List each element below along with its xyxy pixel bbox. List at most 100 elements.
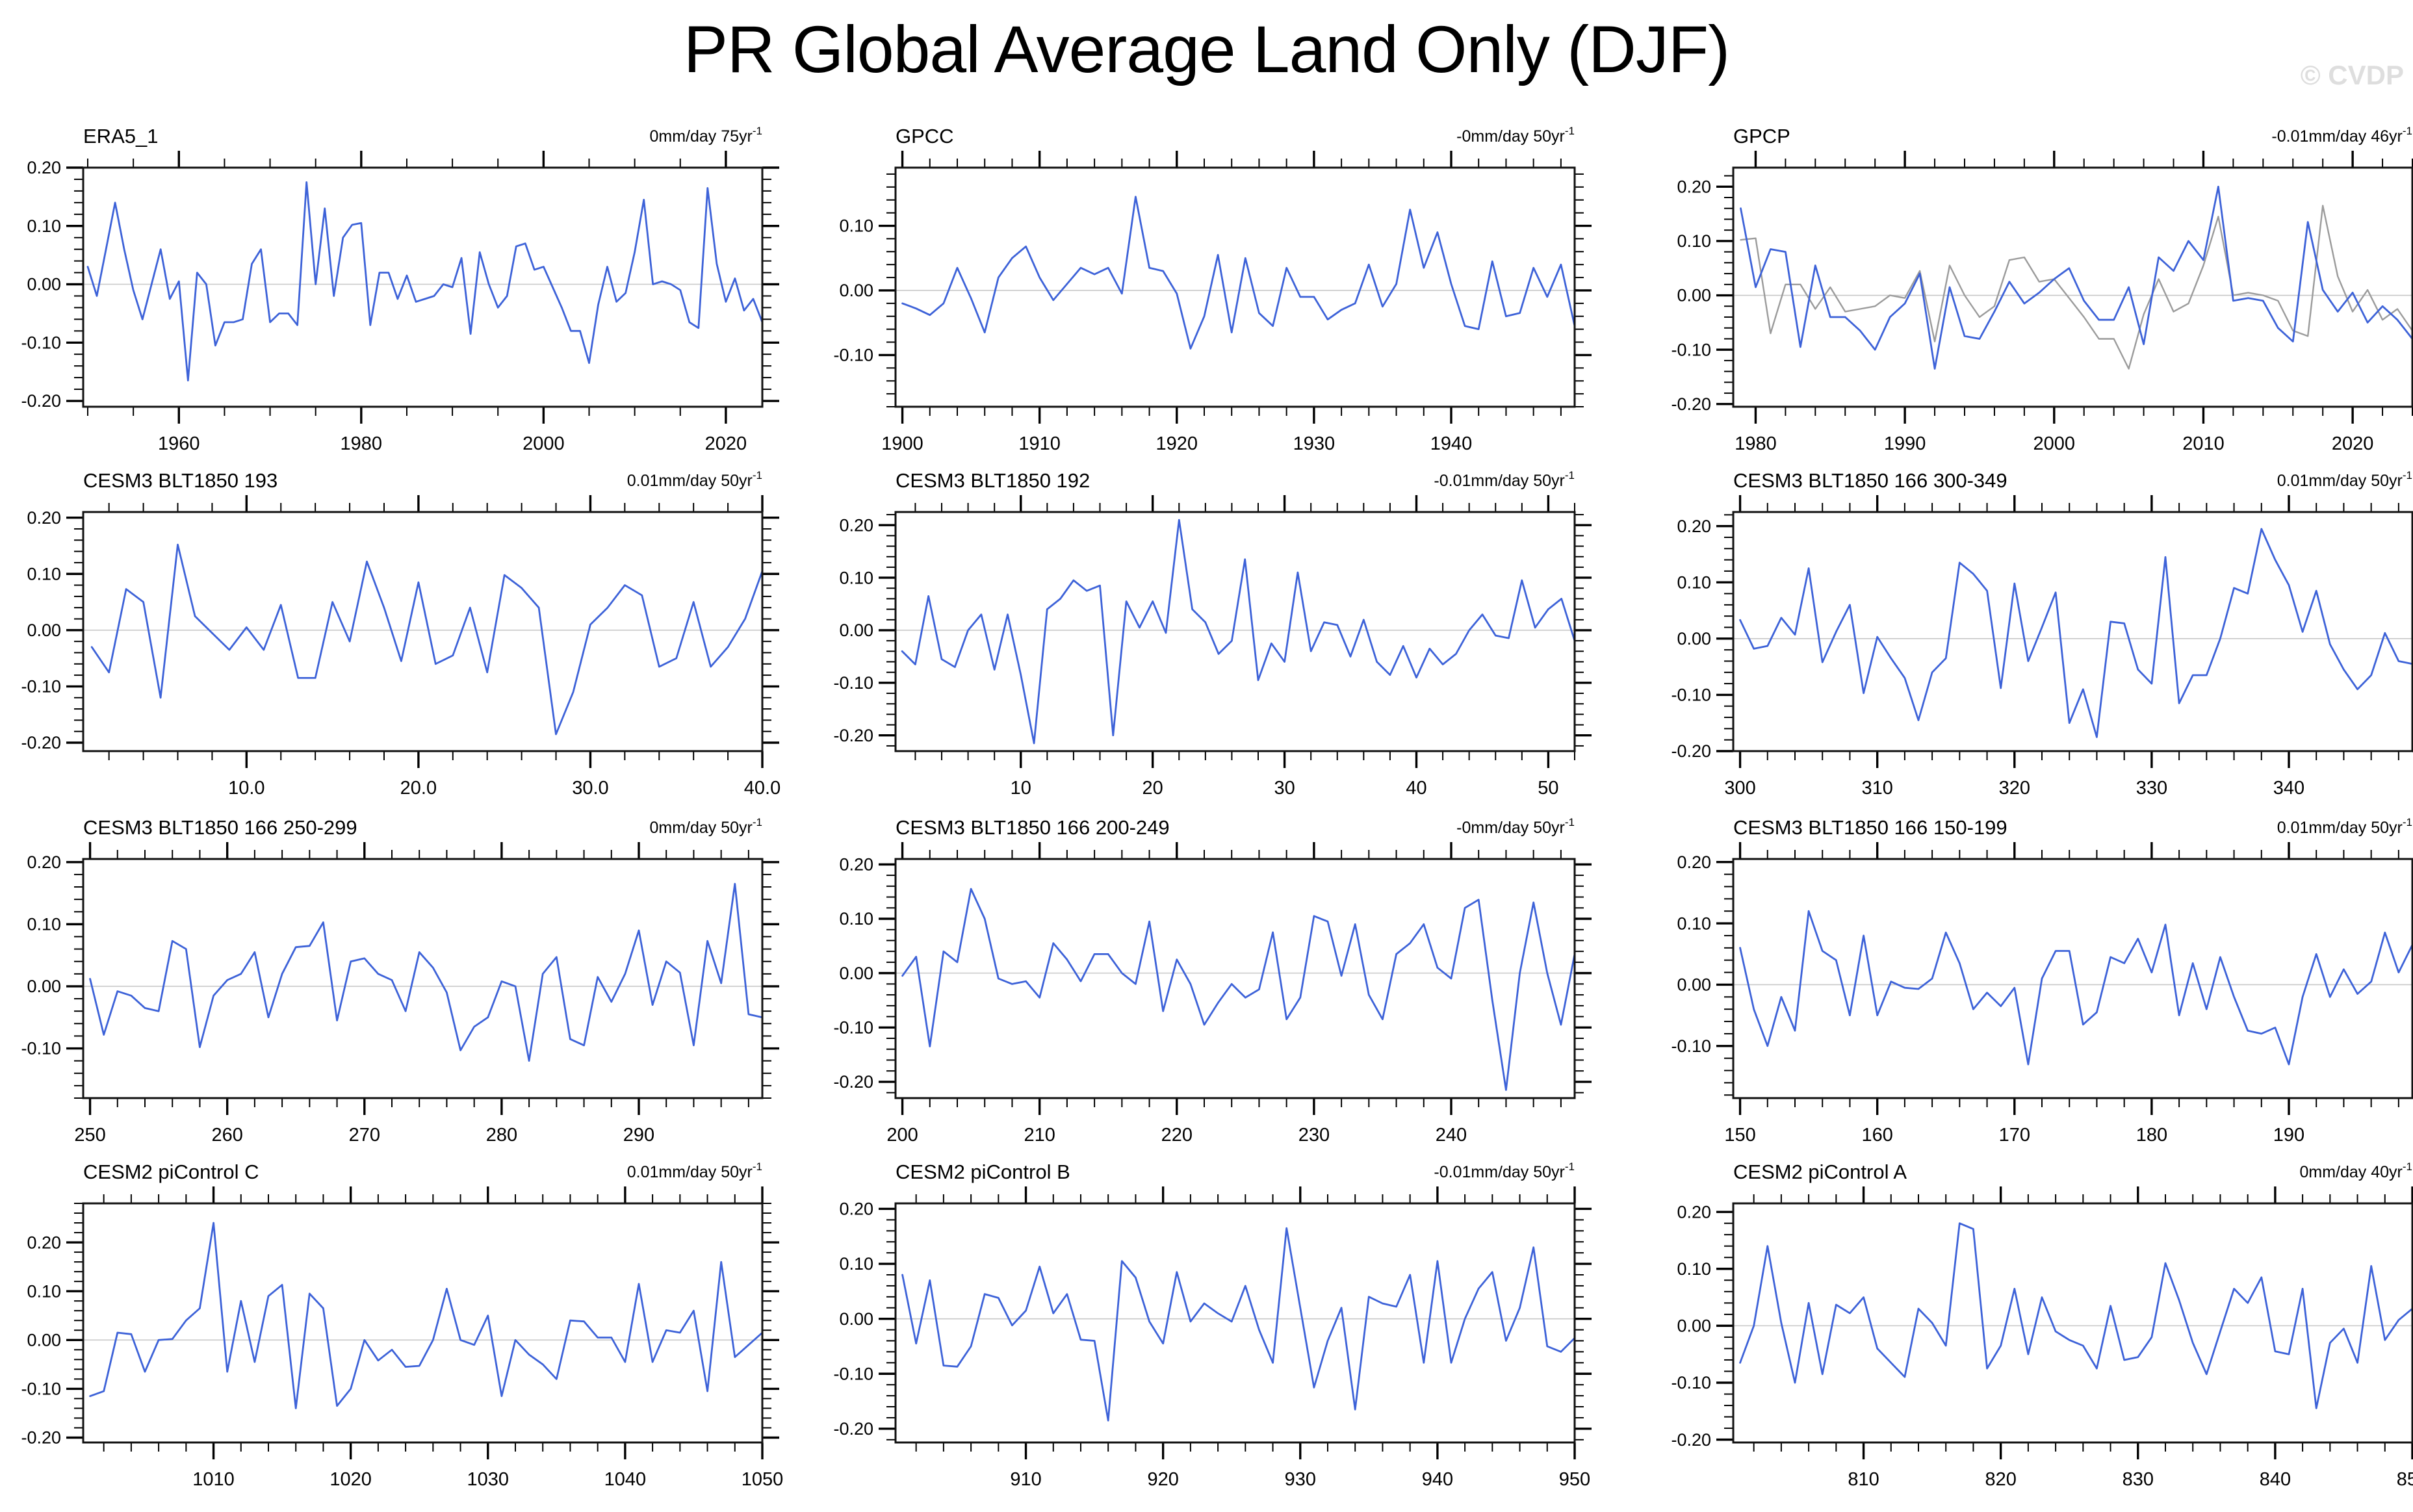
panel-title: CESM3 BLT1850 166 300-349	[1733, 469, 2007, 492]
panel-title: ERA5_1	[83, 125, 158, 147]
x-tick-label: 2000	[523, 433, 565, 454]
trend-label: -0.01mm/day 46yr-1	[2271, 125, 2412, 146]
series-line-0	[89, 882, 764, 1062]
y-tick-label: -0.20	[1671, 394, 1711, 414]
y-tick-label: 0.10	[27, 1281, 61, 1301]
y-tick-label: -0.20	[833, 1072, 873, 1092]
series-line-0	[1740, 205, 2413, 370]
series-line-0	[1739, 910, 2413, 1066]
y-axis-ticks: 0.20 0.10 0.00 -0.10 -0.20	[1671, 514, 2413, 761]
x-tick-label: 1940	[1430, 433, 1473, 454]
y-tick-label: 0.10	[27, 216, 61, 236]
panel-era5-1: ERA5_1 0mm/day 75yr-1 0.20 0.10 0.00 -0.10 -0.…	[0, 122, 809, 476]
x-tick-label: 910	[1010, 1469, 1041, 1490]
x-tick-label: 1040	[604, 1469, 647, 1490]
y-tick-label: 0.10	[839, 909, 873, 929]
y-tick-label: -0.10	[21, 333, 61, 352]
panel-cesm3-blt1850-166-250-299: CESM3 BLT1850 166 250-299 0mm/day 50yr-1 0…	[0, 814, 809, 1168]
y-tick-label: -0.20	[1671, 1430, 1711, 1450]
trend-label: 0mm/day 75yr-1	[649, 125, 762, 146]
x-tick-label: 820	[1985, 1469, 2016, 1490]
x-axis-ticks: 910 920 930 940 950	[915, 1186, 1590, 1490]
series-line-0	[90, 543, 764, 736]
x-axis-ticks: 300 310 320 330 340	[1724, 495, 2399, 799]
panel-cesm3-blt1850-166-300-349: CESM3 BLT1850 166 300-349 0.01mm/day 50yr…	[1650, 467, 2413, 821]
y-tick-label: -0.10	[1671, 1373, 1711, 1392]
series-line-0	[901, 519, 1576, 745]
trend-label: 0.01mm/day 50yr-1	[627, 469, 762, 490]
x-axis-ticks: 150 160 170 180 190	[1724, 842, 2399, 1146]
x-axis-ticks: 10.0 20.0 30.0 40.0	[108, 495, 781, 799]
x-tick-label: 1930	[1293, 433, 1336, 454]
y-tick-label: -0.10	[21, 1379, 61, 1399]
panel-cesm3-blt1850-166-200-249: CESM3 BLT1850 166 200-249 -0mm/day 50yr-1…	[812, 814, 1621, 1168]
y-tick-label: -0.20	[833, 1419, 873, 1439]
panel-title: GPCC	[896, 125, 954, 147]
x-tick-label: 340	[2273, 778, 2304, 799]
page-title: PR Global Average Land Only (DJF)	[683, 12, 1730, 86]
timeseries-plot-cesm2-picontrol-b: CESM2 piControl B -0.01mm/day 50yr-10.200…	[833, 1160, 1592, 1490]
x-tick-label: 20	[1142, 778, 1163, 799]
x-tick-label: 2020	[705, 433, 747, 454]
x-tick-label: 310	[1861, 778, 1892, 799]
y-tick-label: -0.20	[1671, 741, 1711, 761]
y-tick-label: 0.10	[1677, 914, 1711, 933]
y-tick-label: 0.10	[1677, 572, 1711, 592]
trend-label: 0mm/day 50yr-1	[649, 816, 762, 837]
y-axis-ticks: 0.20 0.10 0.00 -0.10 -0.20	[21, 158, 779, 411]
y-tick-label: 0.00	[1677, 1316, 1711, 1336]
y-tick-label: 0.10	[839, 568, 873, 587]
y-tick-label: -0.10	[833, 1364, 873, 1383]
plot-frame	[894, 858, 1576, 1099]
x-tick-label: 20.0	[400, 778, 437, 799]
x-axis-ticks: 1960 1980 2000 2020	[87, 151, 747, 454]
x-tick-label: 2020	[2332, 433, 2374, 454]
y-tick-label: -0.20	[21, 733, 61, 752]
y-tick-label: 0.00	[839, 621, 873, 640]
x-tick-label: 320	[1999, 778, 2030, 799]
trend-label: 0.01mm/day 50yr-1	[2277, 816, 2412, 837]
y-tick-label: 0.10	[27, 564, 61, 583]
timeseries-plot-gpcc: GPCC -0mm/day 50yr-1 0.10 0.00 -0.10 1900 1910…	[833, 125, 1592, 454]
panel-title: CESM3 BLT1850 166 200-249	[896, 816, 1170, 839]
x-tick-label: 250	[74, 1125, 105, 1146]
y-tick-label: 0.10	[27, 915, 61, 934]
series-line-1	[1740, 185, 2413, 370]
x-tick-label: 40	[1406, 778, 1426, 799]
x-tick-label: 50	[1538, 778, 1558, 799]
y-tick-label: -0.10	[833, 1018, 873, 1037]
x-tick-label: 160	[1861, 1125, 1892, 1146]
x-tick-label: 1920	[1156, 433, 1198, 454]
y-tick-label: 0.00	[27, 275, 61, 294]
panel-title: CESM2 piControl A	[1733, 1160, 1907, 1183]
y-axis-ticks: 0.20 0.10 0.00 -0.10	[21, 852, 779, 1099]
x-tick-label: 270	[349, 1125, 380, 1146]
timeseries-plot-cesm3-blt1850-166-300-349: CESM3 BLT1850 166 300-349 0.01mm/day 50yr…	[1671, 469, 2413, 799]
series-line-0	[89, 1222, 764, 1409]
y-tick-label: 0.00	[27, 1330, 61, 1350]
x-tick-label: 830	[2123, 1469, 2154, 1490]
x-tick-label: 840	[2260, 1469, 2291, 1490]
x-axis-ticks: 810 820 830 840 850	[1753, 1186, 2413, 1490]
x-tick-label: 1990	[1884, 433, 1926, 454]
x-tick-label: 1980	[341, 433, 383, 454]
y-axis-ticks: 0.20 0.10 0.00 -0.10	[1671, 852, 2413, 1096]
y-tick-label: 0.10	[1677, 1259, 1711, 1279]
y-tick-label: 0.00	[27, 621, 61, 640]
trend-label: -0mm/day 50yr-1	[1456, 816, 1575, 837]
x-axis-ticks: 1010 1020 1030 1040 1050	[103, 1186, 783, 1490]
panel-title: CESM3 BLT1850 193	[83, 469, 277, 492]
y-tick-label: 0.20	[27, 158, 61, 177]
y-axis-ticks: 0.10 0.00 -0.10	[833, 173, 1592, 407]
trend-label: -0.01mm/day 50yr-1	[1434, 1160, 1575, 1181]
series-line-0	[1739, 528, 2413, 738]
y-tick-label: 0.00	[839, 281, 873, 300]
x-tick-label: 2010	[2182, 433, 2225, 454]
x-tick-label: 930	[1285, 1469, 1316, 1490]
series-line-0	[901, 888, 1576, 1091]
timeseries-plot-gpcp: GPCP -0.01mm/day 46yr-1 0.20 0.10 0.00 -0.10 -…	[1671, 125, 2413, 454]
x-axis-ticks: 250 260 270 280 290	[74, 842, 749, 1146]
trend-label: 0.01mm/day 50yr-1	[627, 1160, 762, 1181]
x-tick-label: 10.0	[228, 778, 265, 799]
x-tick-label: 1020	[329, 1469, 372, 1490]
